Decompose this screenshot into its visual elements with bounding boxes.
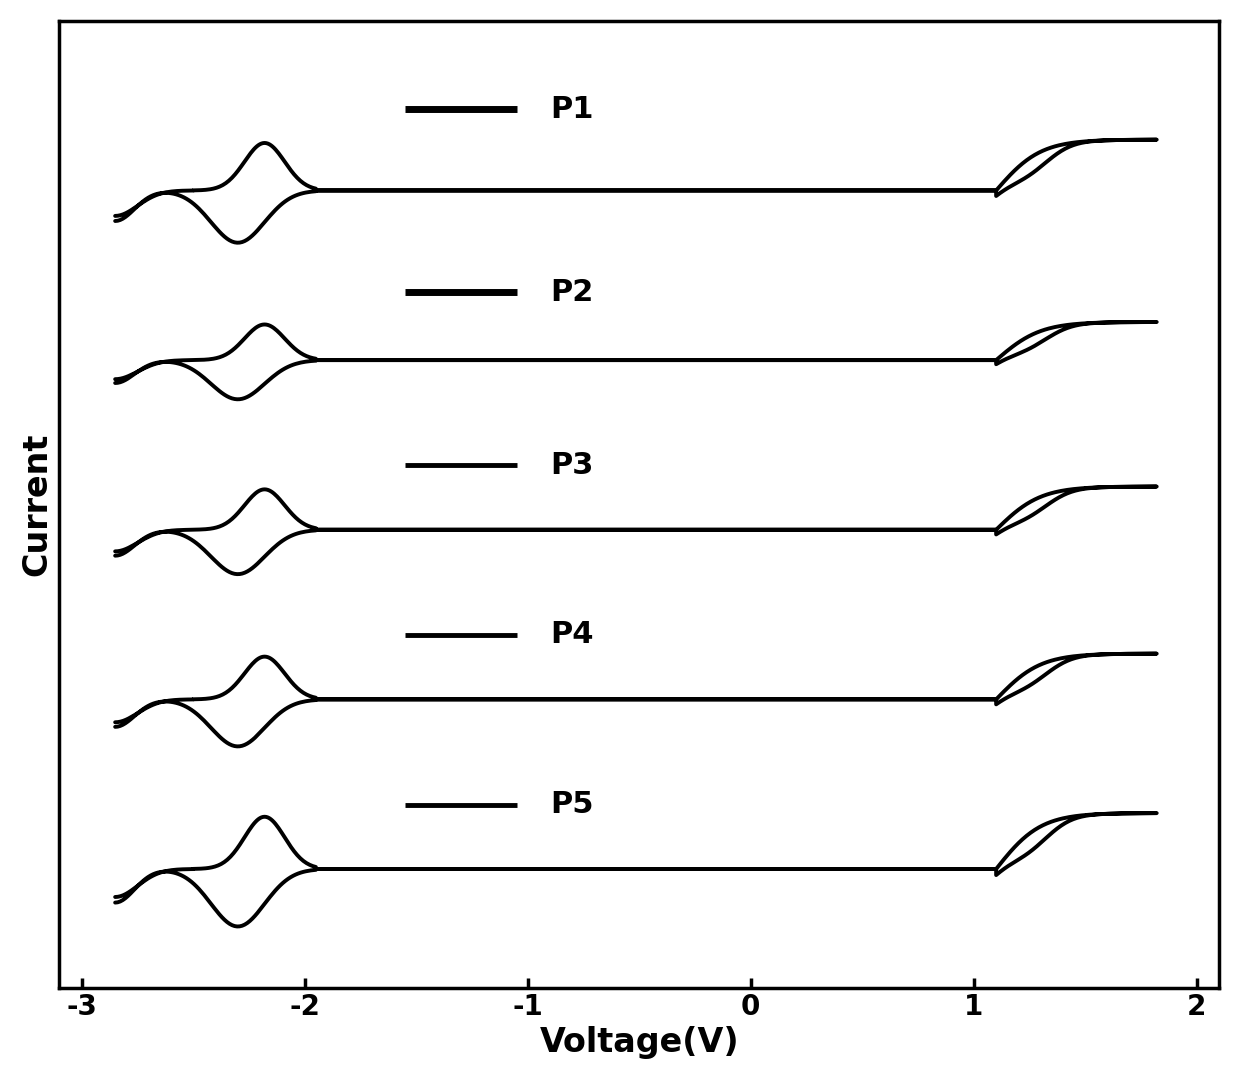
- Y-axis label: Current: Current: [21, 433, 53, 576]
- Text: P3: P3: [551, 450, 594, 480]
- Text: P4: P4: [551, 620, 594, 649]
- Text: P2: P2: [551, 278, 594, 307]
- Text: P1: P1: [551, 95, 594, 123]
- X-axis label: Voltage(V): Voltage(V): [539, 1026, 739, 1059]
- Text: P5: P5: [551, 791, 594, 819]
